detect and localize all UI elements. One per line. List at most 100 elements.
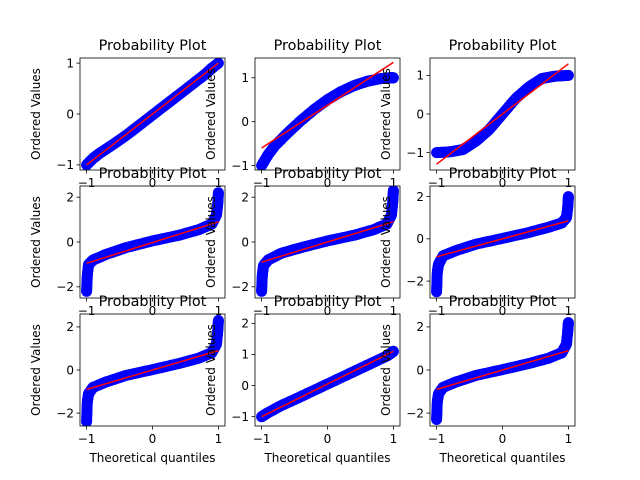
qq-panel-4-data (81, 187, 224, 297)
panel-title: Probability Plot (99, 166, 207, 182)
x-tick-label: 1 (390, 432, 398, 446)
y-tick-label: −2 (406, 406, 424, 420)
qq-panel-7-data (81, 315, 224, 426)
y-tick-label: −2 (231, 280, 249, 294)
y-tick-label: 1 (241, 71, 249, 85)
y-tick-label: −1 (231, 159, 249, 173)
y-tick-label: −2 (56, 280, 74, 294)
data-point (562, 317, 574, 329)
y-tick-label: 2 (241, 191, 249, 205)
y-axis-label: Ordered Values (379, 68, 393, 160)
y-tick-label: 0 (66, 107, 74, 121)
y-axis-label: Ordered Values (29, 68, 43, 160)
x-tick-label: 1 (565, 304, 573, 318)
x-tick-label: 1 (390, 304, 398, 318)
y-axis-label: Ordered Values (29, 196, 43, 288)
y-tick-label: 1 (66, 56, 74, 70)
x-tick-label: 0 (324, 176, 332, 190)
panel-title: Probability Plot (99, 294, 207, 310)
x-tick-label: 0 (499, 432, 507, 446)
x-tick-label: 0 (149, 432, 157, 446)
x-tick-label: −1 (428, 176, 446, 190)
qq-panel-7: −1 0 1 −2 0 2 Probability Plot Ordered Values Th… (29, 294, 226, 465)
y-tick-label: 0 (66, 363, 74, 377)
y-axis-label: Ordered Values (204, 68, 218, 160)
y-tick-label: 0 (416, 107, 424, 121)
y-axis-label: Ordered Values (379, 324, 393, 416)
fit-line (436, 220, 569, 258)
qq-panel-5: −1 0 1 −2 0 2 Probability Plot Ordered Values (204, 166, 401, 318)
fit-line (86, 349, 219, 391)
x-tick-label: −1 (253, 176, 271, 190)
qq-panel-1: −1 0 1 −1 0 1 Probability Plot Ordered Values (29, 38, 226, 190)
data-point (387, 72, 399, 84)
qq-panel-3: −1 0 1 −1 0 1 Probability Plot Ordered Values (379, 38, 576, 190)
qq-panel-1-data (81, 58, 224, 170)
qq-panel-8-data (256, 345, 399, 423)
y-tick-label: −2 (56, 406, 74, 420)
x-axis-label: Theoretical quantiles (438, 451, 565, 465)
x-tick-label: −1 (78, 304, 96, 318)
panel-title: Probability Plot (274, 166, 382, 182)
x-tick-label: −1 (78, 176, 96, 190)
y-tick-label: 2 (416, 190, 424, 204)
y-tick-label: 0 (241, 235, 249, 249)
y-tick-label: 0 (241, 115, 249, 129)
panel-title: Probability Plot (274, 38, 382, 54)
y-tick-label: 2 (241, 317, 249, 331)
y-tick-label: 0 (416, 363, 424, 377)
y-axis-label: Ordered Values (379, 196, 393, 288)
y-tick-label: 2 (416, 320, 424, 334)
fit-line (436, 63, 569, 165)
qq-panel-3-data (431, 63, 574, 165)
data-point (562, 69, 574, 81)
panel-title: Probability Plot (274, 294, 382, 310)
qq-panel-2: −1 0 1 −1 0 1 Probability Plot Ordered Values (204, 38, 401, 190)
x-tick-label: 1 (215, 176, 223, 190)
panel-title: Probability Plot (449, 294, 557, 310)
y-tick-label: −1 (56, 158, 74, 172)
x-tick-label: −1 (428, 432, 446, 446)
y-tick-label: −1 (406, 146, 424, 160)
y-tick-label: 0 (66, 235, 74, 249)
qq-panel-6-data (431, 191, 574, 298)
fit-line (86, 221, 219, 264)
qq-panel-9-data (431, 317, 574, 425)
y-tick-label: 1 (241, 348, 249, 362)
y-tick-label: 0 (241, 379, 249, 393)
y-tick-label: −1 (231, 410, 249, 424)
x-tick-label: −1 (428, 304, 446, 318)
qq-panel-4: −1 0 1 −2 0 2 Probability Plot Ordered Values (29, 166, 226, 318)
x-tick-label: 1 (215, 304, 223, 318)
fit-line (86, 62, 219, 166)
x-tick-label: 1 (215, 432, 223, 446)
data-point (212, 187, 224, 199)
qq-panel-5-data (256, 186, 399, 297)
x-tick-label: −1 (253, 304, 271, 318)
y-tick-label: 0 (416, 232, 424, 246)
fit-line (436, 349, 569, 391)
data-point (562, 191, 574, 203)
panel-title: Probability Plot (449, 166, 557, 182)
qq-panel-9: −1 0 1 −2 0 2 Probability Plot Ordered Values Th… (379, 294, 576, 465)
y-axis-label: Ordered Values (29, 324, 43, 416)
x-tick-label: 0 (324, 432, 332, 446)
fit-line (261, 350, 394, 418)
y-tick-label: 1 (416, 69, 424, 83)
qq-panel-6: −1 0 1 −2 0 2 Probability Plot Ordered Values (379, 166, 576, 318)
panel-title: Probability Plot (449, 38, 557, 54)
x-tick-label: 0 (149, 304, 157, 318)
data-point (212, 315, 224, 326)
x-tick-label: 0 (499, 176, 507, 190)
fit-line (261, 221, 394, 263)
data-point (387, 345, 399, 357)
qq-panel-2-data (256, 61, 399, 170)
x-tick-label: −1 (78, 432, 96, 446)
y-axis-label: Ordered Values (204, 324, 218, 416)
panel-title: Probability Plot (99, 38, 207, 54)
x-tick-label: −1 (253, 432, 271, 446)
y-axis-label: Ordered Values (204, 196, 218, 288)
x-tick-label: 0 (324, 304, 332, 318)
fit-line (261, 61, 394, 149)
